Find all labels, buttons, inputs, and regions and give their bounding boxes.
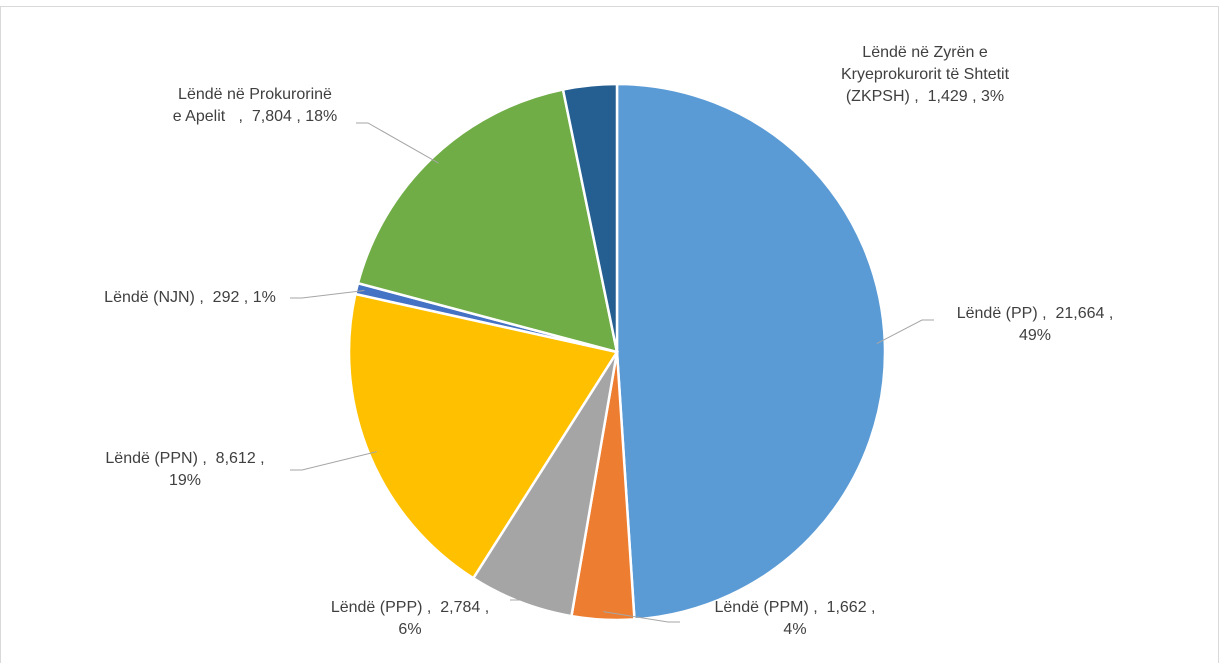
- pie-slice: [356, 88, 619, 354]
- data-label: Lëndë (PP) , 21,664 , 49%: [956, 305, 1114, 344]
- data-label: Lëndë (PPN) , 8,612 , 19%: [105, 450, 265, 489]
- pie-slice: [561, 82, 619, 353]
- data-label: Lëndë (NJN) , 292 , 1%: [104, 289, 276, 306]
- leader-line: [290, 451, 378, 471]
- leader-line: [510, 594, 524, 601]
- data-label: Lëndë në Zyrën e Kryeprokurorit të Shtet…: [840, 44, 1010, 105]
- leader-line: [876, 319, 934, 344]
- leader-line: [603, 611, 680, 623]
- data-label: Lëndë (PPM) , 1,662 , 4%: [714, 599, 876, 638]
- data-label: Lëndë në Prokurorinë e Apelit , 7,804 , …: [172, 86, 338, 125]
- pie-slice: [347, 292, 620, 580]
- data-label: Lëndë (PPP) , 2,784 , 6%: [330, 599, 490, 638]
- leader-line: [290, 289, 365, 299]
- chart-border: [0, 6, 1219, 663]
- leader-line: [356, 122, 439, 164]
- pie-slice: [615, 82, 887, 621]
